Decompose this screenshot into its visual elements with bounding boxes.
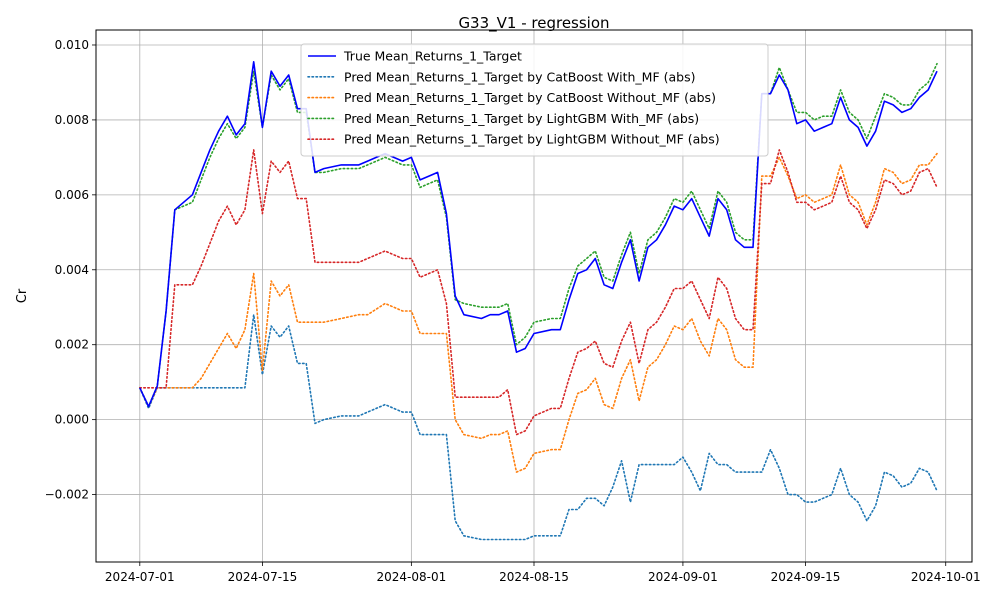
y-tick-label: 0.000 bbox=[55, 413, 89, 427]
series-line bbox=[139, 149, 938, 436]
series-line bbox=[139, 60, 938, 408]
x-tick-label: 2024-09-01 bbox=[648, 570, 718, 584]
legend-entry: True Mean_Returns_1_Target bbox=[343, 49, 522, 64]
y-tick-label: 0.006 bbox=[55, 188, 89, 202]
y-tick-label: −0.002 bbox=[45, 488, 89, 502]
x-axis: 2024-07-01 2024-07-15 2024-08-01 2024-08-15… bbox=[105, 562, 981, 584]
series-line bbox=[139, 152, 938, 473]
x-tick-label: 2024-07-15 bbox=[228, 570, 298, 584]
y-tick-label: 0.010 bbox=[55, 38, 89, 52]
y-tick-label: 0.004 bbox=[55, 263, 89, 277]
x-tick-label: 2024-08-01 bbox=[376, 570, 446, 584]
y-axis: −0.002 0.000 0.002 0.004 0.006 0.008 0.010 bbox=[45, 38, 96, 502]
y-axis-label: Cr bbox=[15, 288, 30, 303]
grid bbox=[96, 30, 972, 562]
y-tick-label: 0.008 bbox=[55, 113, 89, 127]
x-tick-label: 2024-10-01 bbox=[911, 570, 981, 584]
legend-entry: Pred Mean_Returns_1_Target by CatBoost W… bbox=[344, 69, 695, 84]
x-tick-label: 2024-08-15 bbox=[499, 570, 569, 584]
legend-entry: Pred Mean_Returns_1_Target by CatBoost W… bbox=[344, 90, 716, 105]
x-tick-label: 2024-09-15 bbox=[771, 570, 841, 584]
series-line bbox=[139, 62, 938, 408]
legend: True Mean_Returns_1_Target Pred Mean_Retu… bbox=[300, 43, 769, 157]
legend-box bbox=[300, 43, 769, 157]
series-line bbox=[139, 313, 938, 541]
y-tick-label: 0.002 bbox=[55, 338, 89, 352]
x-tick-label: 2024-07-01 bbox=[105, 570, 175, 584]
series-layer bbox=[139, 60, 938, 541]
legend-entry: Pred Mean_Returns_1_Target by LightGBM W… bbox=[344, 132, 720, 147]
legend-entry: Pred Mean_Returns_1_Target by LightGBM W… bbox=[344, 111, 699, 126]
chart-title: G33_V1 - regression bbox=[458, 14, 609, 33]
